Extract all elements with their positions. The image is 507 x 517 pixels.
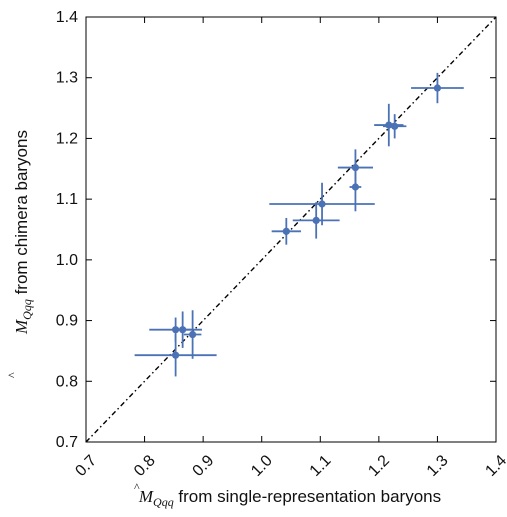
data-point-11 xyxy=(382,114,407,139)
x-axis-label: MQqq from single-representation baryons xyxy=(138,487,441,509)
point-marker xyxy=(318,200,326,208)
y-tick-label-0.8: 0.8 xyxy=(56,373,78,390)
point-marker xyxy=(351,183,360,191)
y-tick-label-1.1: 1.1 xyxy=(56,191,78,208)
y-tick-label-1.2: 1.2 xyxy=(56,130,78,147)
y-tick-label-1.4: 1.4 xyxy=(56,9,78,26)
plot-frame xyxy=(85,16,497,443)
x-tick-label-1.2: 1.2 xyxy=(365,452,393,480)
point-marker xyxy=(179,326,187,334)
data-point-12 xyxy=(411,72,464,104)
x-tick-label-1.4: 1.4 xyxy=(482,452,507,480)
y-axis-label-hat: ^ xyxy=(5,372,19,378)
x-axis-label-symbol: M xyxy=(138,487,154,506)
point-marker xyxy=(282,227,290,235)
x-tick-label-1.3: 1.3 xyxy=(424,452,452,480)
y-tick-label-0.7: 0.7 xyxy=(56,434,78,451)
data-point-6 xyxy=(292,202,340,239)
y-axis-label: MQqq from chimera baryons xyxy=(12,130,34,335)
x-tick-label-1.0: 1.0 xyxy=(248,452,276,480)
x-axis-label-subscript: Qqq xyxy=(153,495,174,509)
point-marker xyxy=(391,122,399,130)
point-marker xyxy=(433,84,442,92)
data-point-3 xyxy=(173,311,192,348)
data-point-7 xyxy=(269,182,375,226)
y-axis-label-text: from chimera baryons xyxy=(12,130,31,299)
x-axis-label-text: from single-representation baryons xyxy=(174,487,441,506)
y-axis-label-symbol: M xyxy=(12,319,31,335)
x-axis-label-hat: ^ xyxy=(134,480,140,494)
x-tick-label-0.8: 0.8 xyxy=(131,452,159,480)
y-tick-label-0.9: 0.9 xyxy=(56,313,78,330)
y-tick-label-1.3: 1.3 xyxy=(56,70,78,87)
y-axis-label-subscript: Qqq xyxy=(20,299,34,320)
data-point-9 xyxy=(337,149,373,186)
point-marker xyxy=(351,163,360,172)
x-tick-label-0.7: 0.7 xyxy=(72,452,100,480)
reference-diagonal-line xyxy=(85,16,497,443)
x-tick-label-1.1: 1.1 xyxy=(307,452,335,480)
x-tick-label-0.9: 0.9 xyxy=(190,452,218,480)
point-marker xyxy=(189,330,197,339)
data-point-4 xyxy=(183,310,202,359)
point-marker xyxy=(312,216,320,224)
data-point-5 xyxy=(271,217,301,245)
point-marker xyxy=(172,351,180,359)
data-point-10 xyxy=(374,103,404,147)
y-tick-label-1.0: 1.0 xyxy=(56,252,78,269)
